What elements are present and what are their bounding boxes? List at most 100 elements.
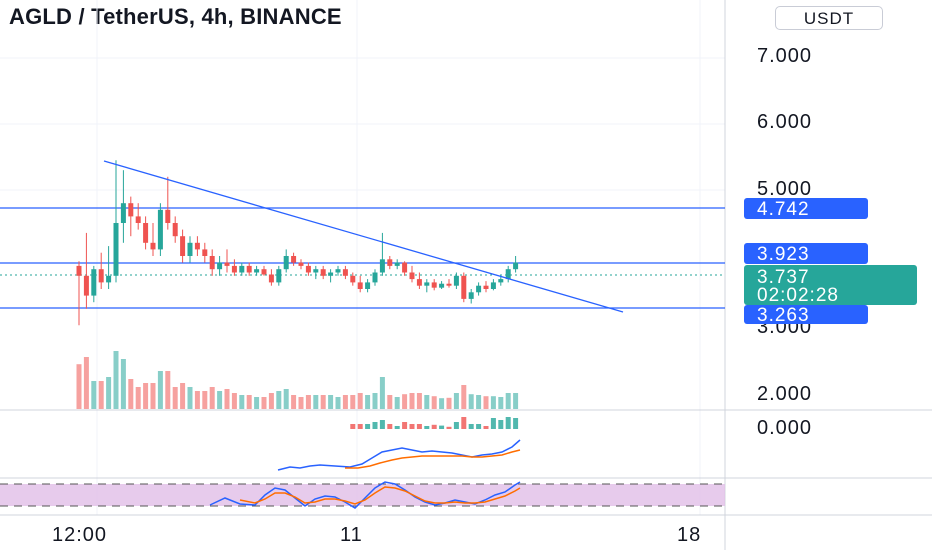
macd-bar [468,424,474,429]
candle[interactable] [424,279,430,293]
volume-bar [328,395,334,409]
candle[interactable] [483,281,489,293]
candle[interactable] [468,289,474,304]
candle[interactable] [106,246,112,289]
currency-selector-button[interactable]: USDT [775,6,883,30]
candle[interactable] [202,242,208,263]
candle[interactable] [113,160,119,283]
candle[interactable] [461,272,467,303]
candle[interactable] [261,265,267,276]
candle[interactable] [446,279,452,288]
candle[interactable] [387,256,393,270]
volume-bar [416,393,422,409]
volume-bar [305,395,311,409]
macd-bar [483,426,489,429]
candle[interactable] [150,223,156,256]
candle[interactable] [476,282,482,296]
candle[interactable] [180,229,186,263]
rsi-band [0,484,725,506]
price-tick-label: 7.000 [757,45,812,67]
candle[interactable] [120,170,126,243]
candle[interactable] [135,203,141,230]
candle[interactable] [313,265,319,280]
candle[interactable] [498,275,504,286]
price-tag-4742: 4.742 [744,198,868,220]
volume-bar [76,364,82,409]
volume-bar [476,395,482,409]
candle[interactable] [172,216,178,243]
candle[interactable] [254,265,260,276]
candle[interactable] [402,261,408,276]
volume-bar [194,391,200,409]
candle[interactable] [283,249,289,273]
volume-bar [276,391,282,409]
candle[interactable] [350,272,356,286]
volume-bar [254,397,260,409]
candle[interactable] [328,269,334,283]
candle[interactable] [291,252,297,266]
candle[interactable] [268,269,274,286]
price-tag-3923: 3.923 [744,243,868,265]
horizontal-levels[interactable] [0,207,725,309]
candle[interactable] [513,256,519,273]
candle[interactable] [431,279,437,291]
candle[interactable] [83,232,89,309]
volume-bar [379,377,385,409]
macd-bar [394,426,400,429]
candle[interactable] [379,232,385,276]
time-axis[interactable]: 12:00 11 18 [52,524,701,546]
candle[interactable] [194,236,200,256]
candle[interactable] [76,261,82,326]
volume-bar [350,395,356,409]
candle[interactable] [320,265,326,280]
price-tick-label: 6.000 [757,111,812,133]
candle[interactable] [416,272,422,290]
macd-bar [476,424,482,429]
volume-bar [387,395,393,409]
candle[interactable] [239,262,245,276]
candle[interactable] [217,256,223,276]
candle[interactable] [505,265,511,283]
candlesticks[interactable] [76,160,519,326]
candle[interactable] [342,265,348,280]
candle[interactable] [276,265,282,286]
candle[interactable] [365,279,371,293]
volume-bar [372,393,378,409]
candle[interactable] [209,249,215,276]
descending-trendline[interactable] [103,160,624,313]
macd-bar [490,418,496,429]
candle[interactable] [372,269,378,286]
candle[interactable] [98,252,104,289]
macd-bar [505,417,511,429]
volume-bar [165,371,171,409]
candle[interactable] [128,196,134,237]
candle[interactable] [439,281,445,289]
candle[interactable] [231,259,237,276]
macd-bar [387,424,393,429]
candle[interactable] [91,265,97,303]
macd-bar [439,425,445,429]
volume-bar [209,387,215,409]
candle[interactable] [490,279,496,291]
candle[interactable] [143,216,149,250]
candle[interactable] [224,249,230,273]
candle[interactable] [453,272,459,290]
candle[interactable] [246,262,252,276]
volume-bar [217,391,223,409]
candle[interactable] [409,265,415,283]
candle[interactable] [165,176,171,230]
candle[interactable] [357,275,363,293]
chart-title: AGLD / TetherUS, 4h, BINANCE [9,4,342,29]
price-axis[interactable]: 7.000 6.000 5.000 3.000 2.000 0.000 [757,45,812,439]
candle[interactable] [335,265,341,276]
candle[interactable] [157,203,163,256]
oscillator-fast-line [277,439,521,471]
rsi-line [209,481,521,509]
volume-bar [261,397,267,409]
volume-bar [202,391,208,409]
candle[interactable] [305,262,311,276]
candle[interactable] [187,236,193,263]
candle[interactable] [298,259,304,270]
candle[interactable] [394,259,400,270]
